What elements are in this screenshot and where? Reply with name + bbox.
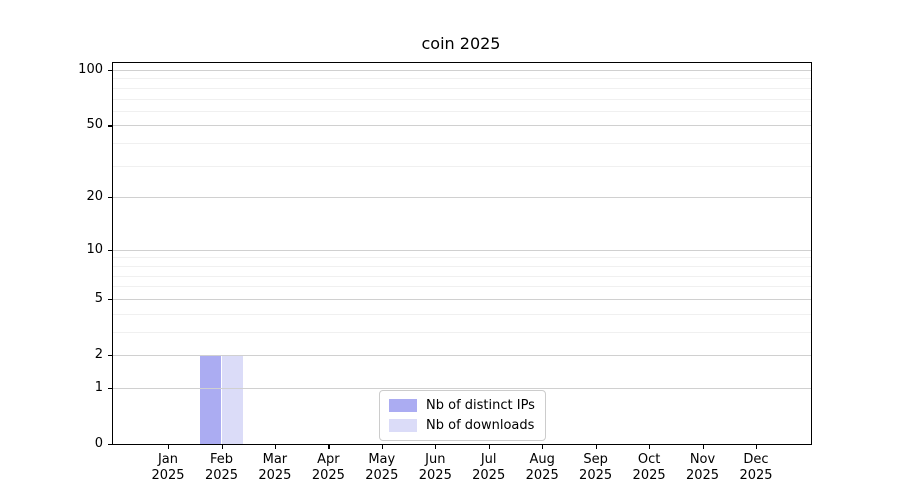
x-tick-mark xyxy=(595,445,597,449)
x-tick-month: Oct xyxy=(637,452,661,467)
legend: Nb of distinct IPs Nb of downloads xyxy=(379,390,546,441)
legend-label-distinct-ips: Nb of distinct IPs xyxy=(426,398,535,413)
y-tick-label: 1 xyxy=(94,379,103,395)
x-tick-mark xyxy=(328,445,330,449)
x-tick-month: Nov xyxy=(689,452,716,467)
x-tick-year: 2025 xyxy=(258,468,292,483)
minor-gridline xyxy=(113,331,811,333)
major-gridline xyxy=(113,125,811,127)
bar-nb-of-distinct-ips xyxy=(200,355,222,444)
x-tick-label: Aug 2025 xyxy=(510,452,574,484)
x-tick-year: 2025 xyxy=(151,468,185,483)
major-gridline xyxy=(113,197,811,199)
x-tick-year: 2025 xyxy=(418,468,452,483)
y-tick-mark xyxy=(108,249,112,251)
x-tick-year: 2025 xyxy=(204,468,239,483)
legend-swatch-downloads xyxy=(389,419,417,432)
major-gridline xyxy=(113,70,811,71)
y-tick-label: 20 xyxy=(86,189,103,205)
legend-item-distinct-ips: Nb of distinct IPs xyxy=(389,398,535,413)
y-tick-mark xyxy=(108,298,112,300)
x-tick-month: Sep xyxy=(583,452,608,467)
x-tick-mark xyxy=(488,445,490,449)
x-tick-month: Dec xyxy=(743,452,769,467)
major-gridline xyxy=(113,249,811,251)
minor-gridline xyxy=(113,275,811,277)
x-tick-year: 2025 xyxy=(472,468,506,483)
x-tick-label: Sep 2025 xyxy=(564,452,628,484)
x-tick-month: Jun xyxy=(425,452,446,467)
x-tick-month: Feb xyxy=(209,452,234,467)
legend-item-downloads: Nb of downloads xyxy=(389,418,535,433)
x-tick-label: Nov 2025 xyxy=(671,452,735,484)
minor-gridline xyxy=(113,110,811,112)
x-tick-year: 2025 xyxy=(632,468,666,483)
x-tick-mark xyxy=(381,445,383,449)
chart-title: coin 2025 xyxy=(421,34,501,53)
x-tick-label: Feb 2025 xyxy=(190,452,254,484)
y-tick-label: 50 xyxy=(86,117,103,133)
x-tick-mark xyxy=(435,445,437,449)
bar-nb-of-downloads xyxy=(221,355,243,444)
y-tick-label: 10 xyxy=(86,241,103,257)
y-tick-label: 0 xyxy=(94,436,103,451)
minor-gridline xyxy=(113,265,811,267)
x-tick-month: Jan xyxy=(157,452,179,467)
y-tick-mark xyxy=(108,125,112,127)
y-tick-label: 100 xyxy=(78,62,103,77)
x-tick-year: 2025 xyxy=(685,468,720,483)
major-gridline xyxy=(113,298,811,300)
x-tick-mark xyxy=(756,445,758,449)
minor-gridline xyxy=(113,143,811,145)
x-tick-mark xyxy=(542,445,544,449)
x-tick-month: Aug xyxy=(529,452,555,467)
x-tick-label: Jul 2025 xyxy=(457,452,521,484)
y-tick-label: 5 xyxy=(94,290,103,306)
y-tick-mark xyxy=(108,444,112,446)
minor-gridline xyxy=(113,286,811,288)
x-tick-month: Jul xyxy=(480,452,497,467)
minor-gridline xyxy=(113,87,811,89)
legend-label-downloads: Nb of downloads xyxy=(426,418,535,433)
y-tick-mark xyxy=(108,355,112,357)
x-tick-label: Jun 2025 xyxy=(403,452,467,484)
x-tick-label: Dec 2025 xyxy=(724,452,788,484)
x-tick-label: Oct 2025 xyxy=(617,452,681,484)
x-tick-mark xyxy=(221,445,223,449)
minor-gridline xyxy=(113,98,811,100)
plot-area: Nb of distinct IPs Nb of downloads 0 1 2 5 1… xyxy=(78,62,812,483)
y-tick-label: 2 xyxy=(94,347,103,362)
x-tick-year: 2025 xyxy=(311,468,345,483)
legend-swatch-distinct-ips xyxy=(389,399,417,412)
x-tick-label: Jan 2025 xyxy=(136,452,200,484)
x-tick-year: 2025 xyxy=(739,468,773,483)
x-tick-year: 2025 xyxy=(365,468,399,483)
x-tick-label: Apr 2025 xyxy=(296,452,360,484)
minor-gridline xyxy=(113,165,811,167)
x-tick-month: May xyxy=(368,452,396,467)
x-tick-year: 2025 xyxy=(579,468,613,483)
x-tick-label: May 2025 xyxy=(350,452,414,484)
minor-gridline xyxy=(113,313,811,315)
y-tick-mark xyxy=(108,387,112,389)
minor-gridline xyxy=(113,78,811,80)
x-tick-month: Apr xyxy=(317,452,340,467)
x-tick-mark xyxy=(274,445,277,449)
x-tick-mark xyxy=(702,445,704,449)
y-tick-mark xyxy=(108,197,112,199)
x-tick-mark xyxy=(168,445,170,449)
y-tick-mark xyxy=(108,70,112,72)
x-tick-mark xyxy=(649,445,651,449)
minor-gridline xyxy=(113,257,811,259)
x-tick-month: Mar xyxy=(262,452,288,467)
x-tick-label: Mar 2025 xyxy=(243,452,307,484)
x-tick-year: 2025 xyxy=(525,468,559,483)
